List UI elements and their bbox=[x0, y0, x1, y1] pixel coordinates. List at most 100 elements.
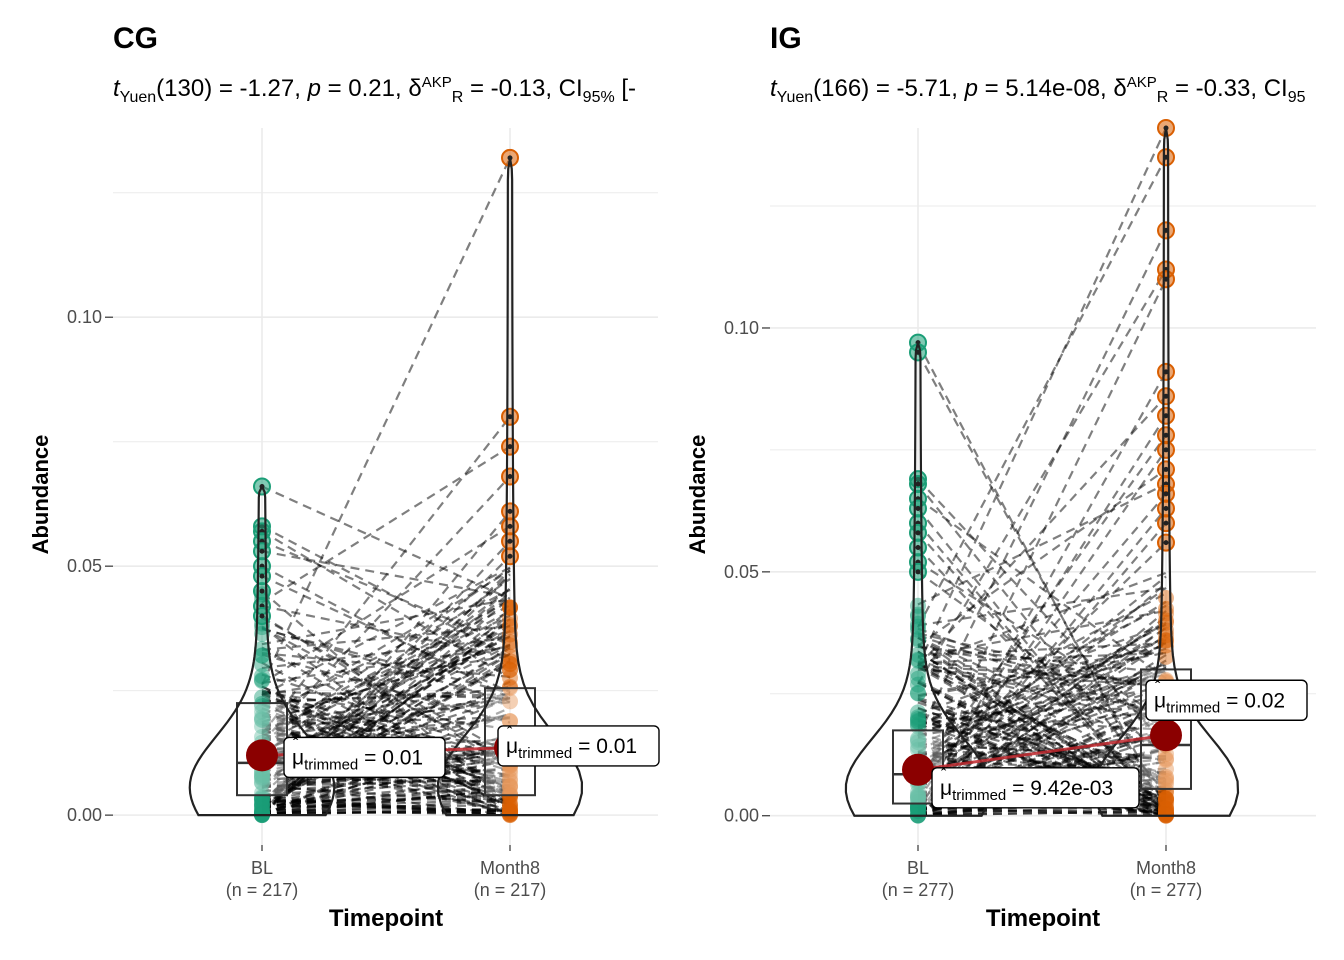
p-symbol: p bbox=[964, 75, 978, 102]
paired-line bbox=[917, 645, 1167, 697]
data-point bbox=[1158, 772, 1174, 789]
panel-title-ig: IG bbox=[770, 22, 802, 55]
mu-hat: ˆ bbox=[941, 767, 947, 784]
paired-line bbox=[261, 644, 511, 723]
paired-line bbox=[917, 807, 1167, 817]
data-point bbox=[254, 805, 270, 822]
mu-hat: ˆ bbox=[1155, 679, 1161, 696]
data-point bbox=[502, 626, 518, 643]
paired-line bbox=[917, 600, 1167, 754]
paired-line bbox=[917, 449, 1167, 810]
data-point-center bbox=[915, 544, 921, 550]
paired-line bbox=[917, 647, 1167, 735]
paired-line bbox=[261, 646, 511, 792]
data-point bbox=[254, 804, 270, 821]
data-point bbox=[910, 684, 926, 701]
paired-line bbox=[917, 268, 1167, 685]
paired-line bbox=[261, 787, 511, 816]
paired-line bbox=[261, 569, 511, 816]
data-point bbox=[254, 689, 270, 706]
data-point bbox=[1158, 761, 1174, 778]
paired-line bbox=[917, 645, 1167, 690]
mu-sub: trimmed bbox=[518, 745, 572, 762]
data-point bbox=[502, 799, 518, 816]
data-point bbox=[254, 709, 270, 726]
violin-month8 bbox=[1092, 127, 1240, 817]
data-point bbox=[254, 805, 270, 822]
y-tick-label: 0.00 bbox=[724, 806, 759, 826]
data-point-center bbox=[1163, 369, 1169, 375]
data-point bbox=[1158, 637, 1174, 654]
data-point bbox=[502, 796, 518, 813]
trimmed-mean-label-box bbox=[1145, 679, 1308, 721]
delta-sub: R bbox=[451, 88, 464, 106]
data-point bbox=[1158, 751, 1174, 768]
data-point bbox=[502, 634, 518, 651]
paired-line bbox=[917, 351, 1167, 809]
y-tick-label: 0.10 bbox=[724, 318, 759, 338]
data-point bbox=[910, 801, 926, 818]
delta-sup: AKP bbox=[421, 74, 452, 91]
data-point bbox=[254, 768, 270, 785]
paired-line bbox=[261, 475, 511, 743]
paired-line bbox=[261, 807, 511, 816]
data-point bbox=[502, 693, 518, 710]
x-tick-label: BL bbox=[907, 858, 929, 878]
data-point bbox=[910, 709, 926, 726]
mu-symbol: μ bbox=[506, 735, 518, 758]
paired-line bbox=[261, 627, 511, 703]
ci-sub: 95 bbox=[1287, 88, 1306, 106]
data-point bbox=[502, 790, 518, 807]
paired-line bbox=[917, 810, 1167, 817]
data-point bbox=[910, 670, 926, 687]
data-point bbox=[254, 656, 270, 673]
paired-line bbox=[917, 468, 1167, 647]
paired-line bbox=[261, 733, 511, 812]
data-point-center bbox=[1163, 413, 1169, 419]
trimmed-mean-label-text: μtrimmed = 0.01 bbox=[292, 746, 423, 773]
trimmed-mean-label: μtrimmed = 0.01ˆ bbox=[497, 725, 660, 767]
data-point bbox=[502, 656, 518, 673]
paired-line bbox=[261, 525, 511, 658]
mu-value: = 0.01 bbox=[572, 735, 637, 758]
x-tick-label: Month8 bbox=[1136, 858, 1196, 878]
data-point bbox=[1158, 632, 1174, 649]
paired-line bbox=[917, 736, 1167, 813]
paired-line bbox=[917, 621, 1167, 769]
data-point bbox=[1158, 806, 1174, 823]
data-point bbox=[254, 718, 270, 735]
paired-line bbox=[261, 609, 511, 746]
stat-sub: Yuen bbox=[776, 88, 814, 106]
paired-line bbox=[261, 797, 511, 804]
paired-line bbox=[261, 784, 511, 808]
data-point bbox=[1158, 770, 1174, 787]
data-point bbox=[1158, 768, 1174, 785]
data-point bbox=[254, 789, 270, 806]
paired-line bbox=[917, 673, 1167, 733]
paired-line bbox=[261, 416, 511, 735]
data-point bbox=[502, 652, 518, 669]
stat-sub: Yuen bbox=[119, 88, 157, 106]
paired-line bbox=[261, 625, 511, 651]
data-point-center bbox=[1163, 447, 1169, 453]
data-point bbox=[910, 734, 926, 751]
trimmed-mean-label: μtrimmed = 9.42e-03ˆ bbox=[931, 767, 1140, 809]
y-tick-label: 0.05 bbox=[724, 562, 759, 582]
paired-line bbox=[261, 722, 511, 807]
data-point bbox=[910, 651, 926, 668]
delta-sub: R bbox=[1156, 88, 1169, 106]
data-point bbox=[910, 787, 926, 804]
data-point-center bbox=[915, 569, 921, 575]
data-point bbox=[502, 784, 518, 801]
paired-line bbox=[261, 717, 511, 742]
data-point bbox=[910, 710, 926, 727]
paired-line bbox=[917, 750, 1167, 774]
data-point bbox=[254, 805, 270, 822]
data-point bbox=[1158, 791, 1174, 808]
data-point bbox=[254, 805, 270, 822]
data-point bbox=[910, 787, 926, 804]
paired-line bbox=[261, 794, 511, 804]
paired-line bbox=[917, 651, 1167, 664]
